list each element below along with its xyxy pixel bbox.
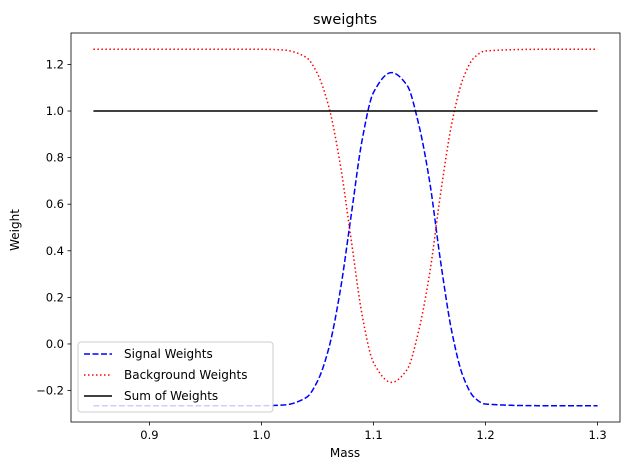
legend-box [77, 341, 274, 413]
y-tick-label: 1.0 [46, 104, 64, 118]
legend: Signal Weights Background Weights Sum of W… [77, 341, 274, 413]
y-axis: −0.2 0.0 0.2 0.4 0.6 0.8 1.0 1.2 [36, 57, 71, 398]
legend-label-3: Sum of Weights [124, 389, 218, 403]
x-tick-label: 1.0 [252, 428, 270, 442]
series-line-1 [93, 71, 598, 407]
y-tick-label: −0.2 [36, 384, 64, 398]
y-axis-label: Weight [8, 209, 22, 251]
y-tick-label: 0.8 [46, 151, 64, 165]
y-tick-label: 0.6 [46, 197, 64, 211]
series-line-2 [93, 48, 598, 384]
x-axis-label: Mass [330, 446, 360, 460]
y-tick-label: 0.4 [46, 244, 64, 258]
y-tick-label: 0.0 [46, 337, 64, 351]
chart-title: sweights [313, 12, 377, 28]
x-axis: 0.9 1.0 1.1 1.2 1.3 [140, 422, 607, 442]
x-tick-label: 0.9 [140, 428, 158, 442]
plot-area [70, 32, 621, 423]
legend-label-1: Signal Weights [124, 347, 213, 361]
x-tick-label: 1.1 [364, 428, 382, 442]
axes-frame [70, 32, 621, 423]
legend-label-2: Background Weights [124, 368, 247, 382]
x-tick-label: 1.2 [476, 428, 494, 442]
x-tick-label: 1.3 [588, 428, 606, 442]
y-tick-label: 0.2 [46, 290, 64, 304]
y-tick-label: 1.2 [46, 57, 64, 71]
